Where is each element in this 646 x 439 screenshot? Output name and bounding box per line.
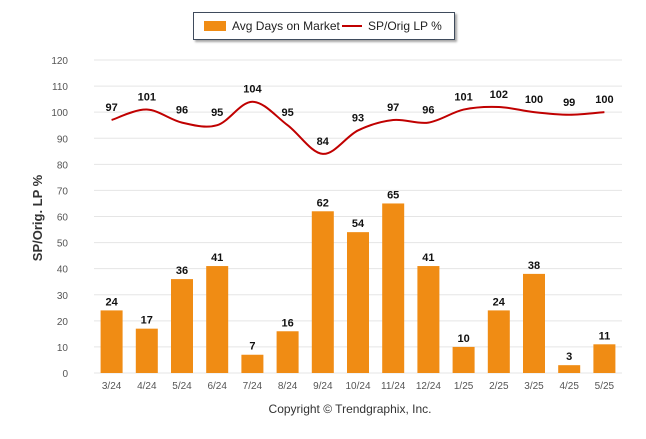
line-value-label: 99 — [563, 97, 575, 109]
x-tick-label: 8/24 — [278, 381, 298, 392]
bar-series — [100, 203, 616, 373]
line-value-label: 96 — [422, 105, 434, 117]
x-tick-label: 9/24 — [313, 381, 333, 392]
bar — [452, 346, 475, 373]
y-tick-label: 60 — [57, 213, 69, 224]
bar-value-label: 38 — [528, 260, 540, 272]
bar — [100, 310, 123, 373]
legend-bar-swatch — [204, 21, 226, 31]
x-tick-label: 5/25 — [595, 381, 615, 392]
x-tick-label: 5/24 — [172, 381, 192, 392]
line-value-label: 95 — [211, 107, 223, 119]
line-value-label: 93 — [352, 112, 364, 124]
legend-line-label: SP/Orig LP % — [368, 19, 442, 33]
y-tick-label: 20 — [57, 317, 69, 328]
line-value-label: 100 — [525, 94, 543, 106]
bar-value-label: 62 — [317, 197, 329, 209]
bar — [558, 365, 581, 373]
bar — [523, 273, 545, 373]
bar-value-label: 16 — [281, 317, 293, 329]
x-tick-label: 6/24 — [207, 381, 227, 392]
bar-value-label: 24 — [493, 296, 506, 308]
x-tick-label: 2/25 — [489, 381, 509, 392]
x-tick-label: 11/24 — [381, 381, 406, 392]
line-path — [111, 100, 605, 155]
line-value-label: 100 — [595, 94, 613, 106]
y-tick-label: 10 — [57, 343, 69, 354]
line-series — [111, 100, 605, 155]
bar-value-label: 41 — [422, 252, 434, 264]
y-tick-label: 70 — [57, 186, 69, 197]
line-value-label: 97 — [105, 102, 117, 114]
y-tick-label: 80 — [57, 160, 69, 171]
bar-value-label: 65 — [387, 189, 399, 201]
y-tick-label: 50 — [57, 239, 69, 250]
y-tick-label: 110 — [52, 82, 68, 93]
y-tick-label: 100 — [51, 108, 68, 119]
bar-value-label: 10 — [457, 333, 469, 345]
bar-data-labels: 24 17 36 41 7 16 62 54 65 41 10 24 38 3 11 — [105, 189, 610, 363]
bar — [487, 310, 510, 373]
legend-item-bar: Avg Days on Market — [204, 13, 340, 39]
bar-value-label: 11 — [599, 330, 611, 342]
legend-bar-label: Avg Days on Market — [232, 19, 340, 33]
line-value-label: 96 — [176, 105, 188, 117]
bar-value-label: 7 — [249, 341, 255, 353]
x-tick-label: 4/24 — [137, 381, 157, 392]
bar-value-label: 54 — [352, 218, 365, 230]
line-value-label: 101 — [454, 92, 472, 104]
bar — [135, 328, 158, 373]
bar-value-label: 3 — [566, 351, 572, 363]
y-tick-label: 0 — [62, 369, 68, 380]
bar — [171, 279, 193, 373]
x-tick-label: 1/25 — [454, 381, 474, 392]
bar — [311, 211, 334, 373]
x-tick-label: 12/24 — [416, 381, 441, 392]
bar-value-label: 41 — [211, 252, 223, 264]
x-tick-label: 4/25 — [559, 381, 579, 392]
line-value-label: 97 — [387, 102, 399, 114]
x-tick-label: 3/25 — [524, 381, 544, 392]
bar — [241, 354, 264, 373]
bar-value-label: 17 — [141, 315, 153, 327]
line-data-labels: 97 101 96 95 104 95 84 93 97 96 101 102 100 99 100 — [105, 84, 613, 148]
bar — [382, 203, 405, 373]
bar-value-label: 36 — [176, 265, 188, 277]
x-tick-label: 10/24 — [345, 381, 370, 392]
y-tick-label: 120 — [51, 56, 68, 67]
bar-value-label: 24 — [105, 296, 118, 308]
bar — [276, 331, 299, 373]
legend-item-line: SP/Orig LP % — [342, 13, 442, 39]
y-tick-label: 40 — [57, 265, 69, 276]
y-tick-label: 90 — [57, 134, 69, 145]
line-value-label: 84 — [317, 136, 330, 148]
x-tick-label: 7/24 — [243, 381, 263, 392]
line-value-label: 104 — [243, 84, 262, 96]
line-value-label: 95 — [281, 107, 293, 119]
y-tick-label: 30 — [57, 291, 69, 302]
bar — [206, 266, 229, 373]
x-tick-label: 3/24 — [102, 381, 122, 392]
y-axis-label: SP/Orig. LP % — [30, 174, 45, 261]
line-value-label: 101 — [138, 92, 156, 104]
legend: Avg Days on Market SP/Orig LP % — [193, 12, 455, 40]
legend-line-swatch — [342, 25, 362, 27]
x-tick-labels: 3/24 4/24 5/24 6/24 7/24 8/24 9/24 10/24 11/24 12… — [102, 381, 615, 392]
bar — [347, 232, 369, 373]
line-value-label: 102 — [490, 89, 508, 101]
copyright-text: Copyright © Trendgraphix, Inc. — [268, 402, 432, 416]
bar — [593, 344, 616, 373]
y-tick-labels: 0 10 20 30 40 50 60 70 80 90 100 110 120 — [51, 56, 68, 380]
bar — [417, 266, 440, 373]
